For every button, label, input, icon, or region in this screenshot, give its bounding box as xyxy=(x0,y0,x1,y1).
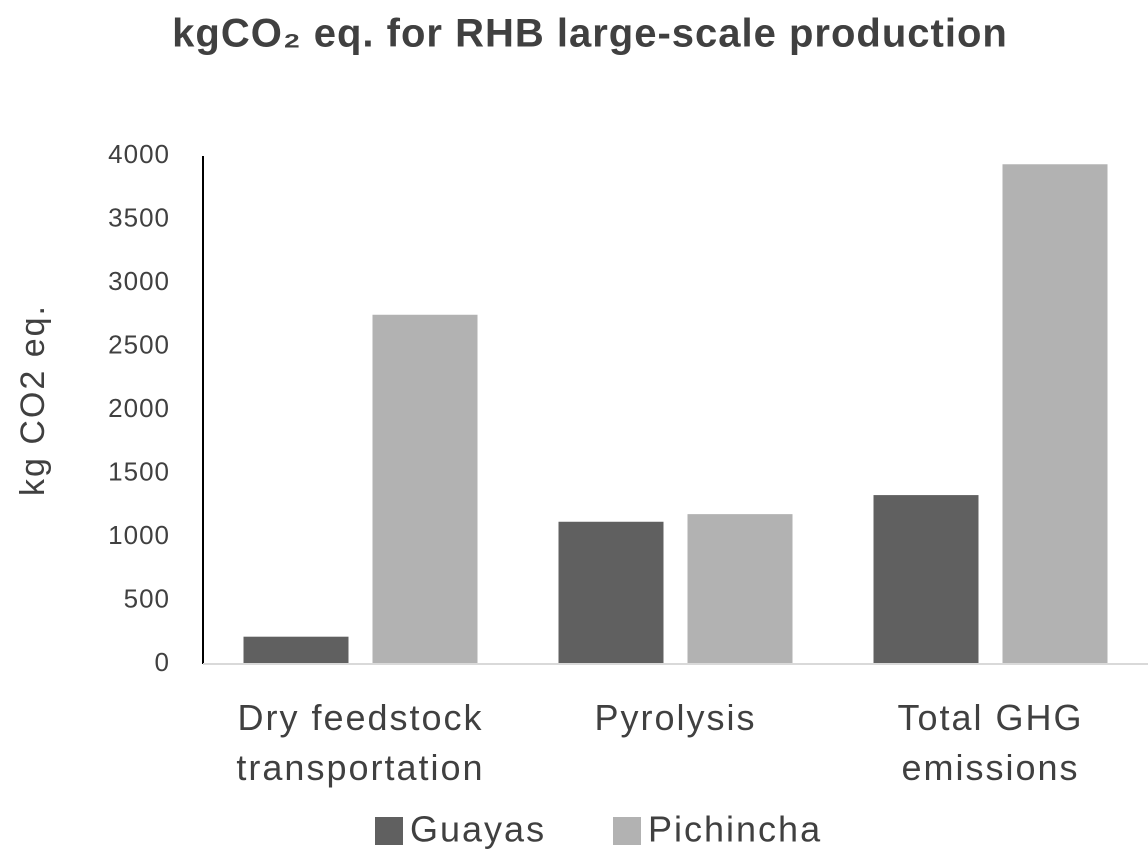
x-tick-label: Pyrolysis xyxy=(594,697,757,738)
bar xyxy=(372,314,478,664)
y-tick-label: 4000 xyxy=(108,139,170,169)
y-tick-label: 1000 xyxy=(108,520,170,550)
y-axis-label: kg CO2 eq. xyxy=(14,304,52,496)
y-tick-label: 0 xyxy=(155,647,170,677)
legend-swatch xyxy=(613,817,641,845)
bar xyxy=(1002,164,1108,664)
y-tick-label: 2000 xyxy=(108,393,170,423)
y-tick-label: 3000 xyxy=(108,266,170,296)
bar xyxy=(558,521,664,664)
legend-swatch xyxy=(375,817,403,845)
bar xyxy=(243,636,349,664)
y-tick-label: 500 xyxy=(124,583,170,613)
y-tick-label: 3500 xyxy=(108,202,170,232)
bar xyxy=(873,495,979,664)
bar xyxy=(687,514,793,664)
y-tick-label: 1500 xyxy=(108,456,170,486)
y-tick-label: 2500 xyxy=(108,329,170,359)
x-tick-label: Total GHG emissions xyxy=(897,697,1084,788)
legend-label: Pichincha xyxy=(648,809,822,850)
legend-label: Guayas xyxy=(410,809,546,850)
x-tick-label: Dry feedstock transportation xyxy=(236,697,485,788)
chart-title: kgCO₂ eq. for RHB large-scale production xyxy=(172,12,1008,56)
